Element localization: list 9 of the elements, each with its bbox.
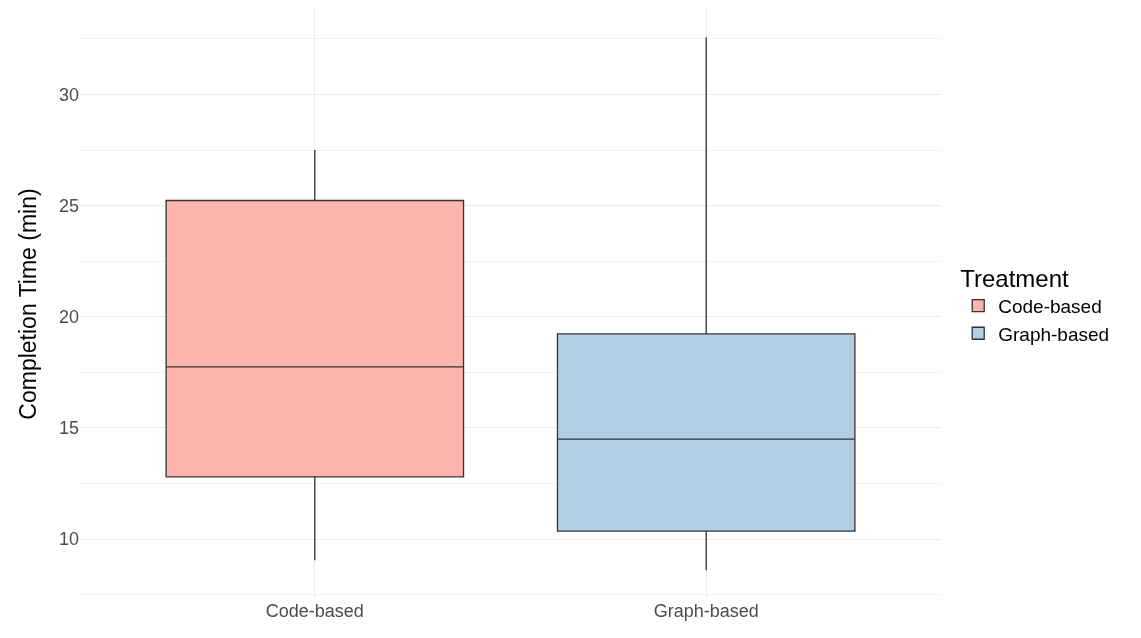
y-tick-label: 20 [58, 307, 79, 328]
y-tick-label: 10 [58, 529, 79, 550]
legend-label: Code-based [998, 295, 1102, 317]
y-tick-label: 15 [58, 418, 79, 439]
legend-title: Treatment [960, 264, 1070, 292]
y-axis-title: Completion Time (min) [15, 188, 42, 420]
y-tick-label: 25 [58, 195, 79, 216]
legend-label: Graph-based [998, 323, 1110, 345]
y-tick-label: 30 [58, 84, 79, 105]
